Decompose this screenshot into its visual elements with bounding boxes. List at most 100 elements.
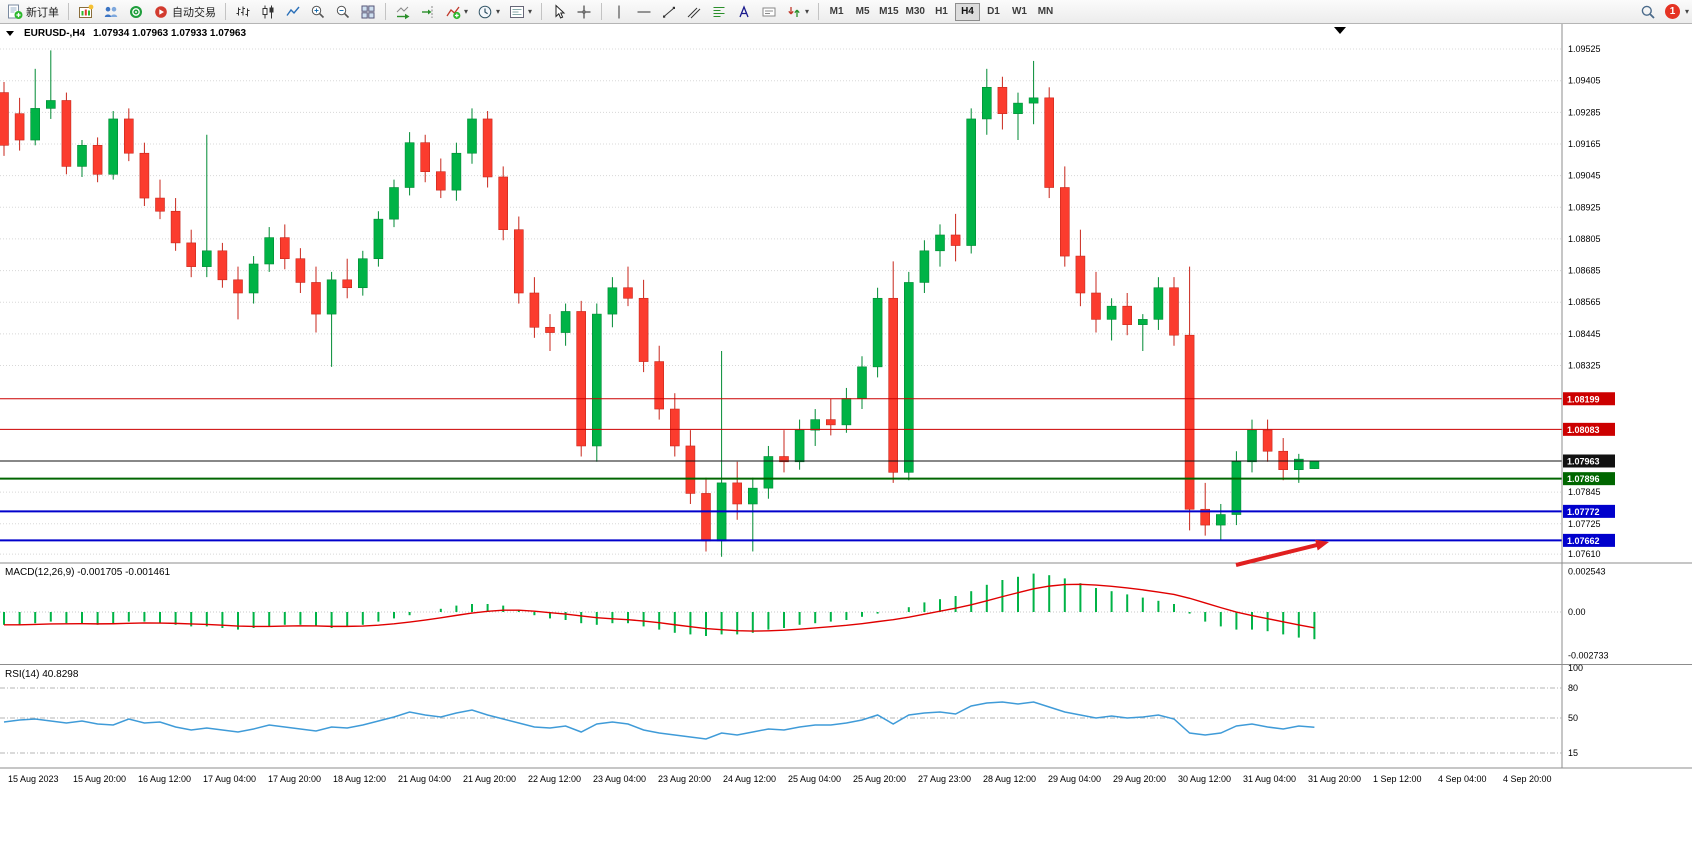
chart-candles-button[interactable]: [256, 2, 280, 22]
label-tool[interactable]: [757, 2, 781, 22]
indicators-dropdown-caret[interactable]: ▾: [464, 6, 469, 16]
chart-shift-marker[interactable]: [1334, 27, 1346, 34]
annotation-arrow[interactable]: [1235, 539, 1329, 567]
channel-tool[interactable]: [682, 2, 706, 22]
svg-text:22 Aug 12:00: 22 Aug 12:00: [528, 774, 581, 784]
fibonacci-tool[interactable]: [707, 2, 731, 22]
svg-text:1.07610: 1.07610: [1568, 549, 1601, 559]
svg-text:21 Aug 04:00: 21 Aug 04:00: [398, 774, 451, 784]
toolbar-separator: [818, 3, 820, 20]
profiles-button[interactable]: [99, 2, 123, 22]
one-click-trading-toggle[interactable]: [6, 31, 14, 36]
svg-text:23 Aug 20:00: 23 Aug 20:00: [658, 774, 711, 784]
svg-text:1.07662: 1.07662: [1567, 536, 1600, 546]
svg-text:1.07772: 1.07772: [1567, 507, 1600, 517]
toolbar-separator: [68, 3, 69, 20]
auto-scroll-button[interactable]: [391, 2, 415, 22]
rsi-panel: 100 80 50 15: [0, 663, 1583, 758]
crosshair-icon: [577, 5, 591, 18]
timeframe-h4-button[interactable]: H4: [954, 2, 980, 21]
symbol-period-label: EURUSD-,H4: [24, 28, 86, 39]
svg-text:31 Aug 04:00: 31 Aug 04:00: [1243, 774, 1296, 784]
svg-text:1.08565: 1.08565: [1568, 297, 1601, 307]
timeframe-m30-button[interactable]: M30: [905, 6, 925, 17]
autotrading-icon: [155, 5, 167, 18]
crosshair-button[interactable]: [572, 2, 596, 22]
svg-text:1 Sep 12:00: 1 Sep 12:00: [1373, 774, 1422, 784]
svg-text:1.08925: 1.08925: [1568, 202, 1601, 212]
timeframe-m1-button[interactable]: M1: [829, 6, 844, 17]
indicators-button[interactable]: ▾: [441, 2, 472, 22]
timeframe-m15-button[interactable]: M15: [879, 6, 899, 17]
clock-icon: [478, 5, 492, 18]
auto-scroll-icon: [396, 6, 410, 19]
timeframe-w1-button[interactable]: W1: [1011, 6, 1027, 17]
toolbar-overflow-caret[interactable]: ▾: [1684, 6, 1689, 16]
timeframe-h1-button[interactable]: H1: [935, 6, 948, 17]
svg-text:21 Aug 20:00: 21 Aug 20:00: [463, 774, 516, 784]
svg-text:0.00: 0.00: [1568, 607, 1586, 617]
chart-canvas[interactable]: 1.09525 1.09405 1.09285 1.09165 1.09045 1.089…: [0, 24, 1692, 790]
new-order-label: 新订单: [26, 6, 59, 19]
svg-text:18 Aug 12:00: 18 Aug 12:00: [333, 774, 386, 784]
periods-dropdown-caret[interactable]: ▾: [496, 6, 501, 16]
new-order-button[interactable]: 新订单: [3, 2, 63, 22]
svg-text:1.07845: 1.07845: [1568, 487, 1601, 497]
chart-shift-icon: [422, 5, 433, 18]
autotrading-button[interactable]: 自动交易: [149, 2, 220, 22]
search-button[interactable]: [1636, 2, 1660, 22]
horizontal-line-tool[interactable]: [632, 2, 656, 22]
rsi-indicator-label: RSI(14) 40.8298: [5, 669, 79, 680]
svg-text:28 Aug 12:00: 28 Aug 12:00: [983, 774, 1036, 784]
svg-text:1.07896: 1.07896: [1567, 474, 1600, 484]
macd-panel: 0.002543 0.00 -0.002733: [0, 566, 1609, 661]
candlestick-chart-icon: [262, 5, 274, 18]
periods-button[interactable]: ▾: [473, 2, 504, 22]
timeframe-d1-button[interactable]: D1: [987, 6, 1000, 17]
svg-text:17 Aug 04:00: 17 Aug 04:00: [203, 774, 256, 784]
svg-text:30 Aug 12:00: 30 Aug 12:00: [1178, 774, 1231, 784]
templates-dropdown-caret[interactable]: ▾: [528, 6, 533, 16]
line-chart-icon: [286, 6, 300, 16]
tile-windows-button[interactable]: [356, 2, 380, 22]
zoom-in-button[interactable]: [306, 2, 330, 22]
market-button[interactable]: [124, 2, 148, 22]
text-a-icon: [739, 4, 749, 17]
chart-line-button[interactable]: [281, 2, 305, 22]
cursor-button[interactable]: [547, 2, 571, 22]
chart-title-row: EURUSD-,H4 1.07934 1.07963 1.07933 1.079…: [6, 28, 246, 39]
arrows-tool[interactable]: ▾: [782, 2, 813, 22]
autotrading-label: 自动交易: [172, 6, 216, 19]
arrows-dropdown-caret[interactable]: ▾: [805, 6, 810, 16]
new-chart-button[interactable]: [74, 2, 98, 22]
svg-text:1.08083: 1.08083: [1567, 425, 1600, 435]
timeframe-mn-button[interactable]: MN: [1037, 6, 1054, 17]
chart-shift-button[interactable]: [416, 2, 440, 22]
svg-text:1.09045: 1.09045: [1568, 171, 1601, 181]
svg-text:0.002543: 0.002543: [1568, 566, 1606, 576]
svg-text:1.09405: 1.09405: [1568, 76, 1601, 86]
toolbar: 新订单: [0, 0, 1692, 24]
toolbar-separator: [541, 3, 543, 20]
equidistant-channel-icon: [687, 7, 701, 18]
notifications-badge[interactable]: 1: [1664, 4, 1680, 19]
vertical-line-tool[interactable]: [607, 2, 631, 22]
arrow-objects-icon: [788, 6, 800, 17]
svg-text:1.07725: 1.07725: [1568, 519, 1601, 529]
text-tool[interactable]: [732, 2, 756, 22]
zoom-out-button[interactable]: [331, 2, 355, 22]
svg-text:-0.002733: -0.002733: [1568, 651, 1609, 661]
templates-button[interactable]: ▾: [505, 2, 536, 22]
svg-text:1.09285: 1.09285: [1568, 107, 1601, 117]
indicators-icon: [446, 6, 461, 19]
svg-text:29 Aug 04:00: 29 Aug 04:00: [1048, 774, 1101, 784]
timeframe-m5-button[interactable]: M5: [855, 6, 870, 17]
trendline-icon: [663, 6, 676, 18]
svg-text:4 Sep 20:00: 4 Sep 20:00: [1503, 774, 1552, 784]
svg-text:17 Aug 20:00: 17 Aug 20:00: [268, 774, 321, 784]
time-axis: 15 Aug 2023 15 Aug 20:00 16 Aug 12:00 17 Au…: [8, 774, 1552, 784]
svg-text:31 Aug 20:00: 31 Aug 20:00: [1308, 774, 1361, 784]
trendline-tool[interactable]: [657, 2, 681, 22]
chart-bars-button[interactable]: [231, 2, 255, 22]
